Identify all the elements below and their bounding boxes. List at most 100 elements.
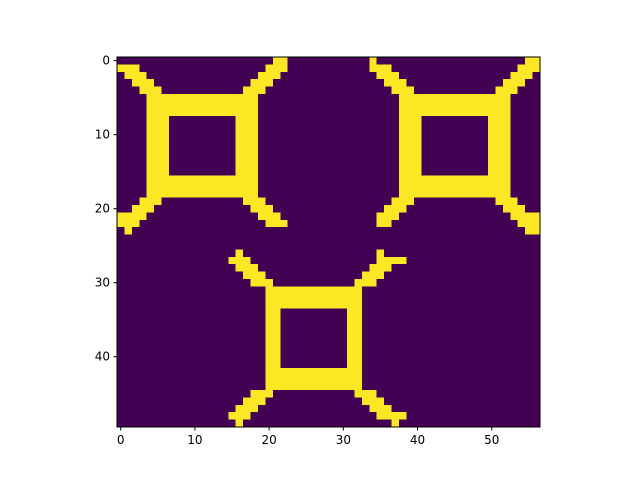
cell xyxy=(161,182,170,191)
cell xyxy=(309,419,318,428)
cell xyxy=(458,360,467,369)
cell xyxy=(131,256,140,265)
cell xyxy=(376,71,385,80)
cell xyxy=(488,271,496,280)
cell xyxy=(443,108,452,117)
cell xyxy=(502,197,511,206)
cell xyxy=(280,242,288,250)
cell xyxy=(502,227,511,235)
cell xyxy=(213,234,222,243)
cell xyxy=(206,353,214,361)
cell xyxy=(161,382,170,391)
cell xyxy=(347,367,355,376)
cell xyxy=(206,256,214,265)
cell xyxy=(399,145,407,154)
cell xyxy=(488,64,496,73)
cell xyxy=(139,404,147,413)
cell xyxy=(213,242,222,250)
cell xyxy=(146,116,155,124)
cell xyxy=(369,160,378,169)
cell xyxy=(258,390,266,398)
cell xyxy=(465,323,474,332)
cell xyxy=(480,101,489,110)
cell xyxy=(517,182,526,191)
cell xyxy=(258,145,266,154)
cell xyxy=(161,138,170,147)
cell xyxy=(117,123,125,132)
cell xyxy=(139,145,147,154)
cell xyxy=(339,382,348,391)
cell xyxy=(317,293,326,302)
cell xyxy=(198,279,207,287)
cell xyxy=(295,190,303,198)
cell xyxy=(465,279,474,287)
cell xyxy=(458,138,467,147)
cell xyxy=(339,108,348,117)
cell xyxy=(235,375,244,383)
cell xyxy=(309,101,318,110)
cell xyxy=(347,360,355,369)
cell xyxy=(295,367,303,376)
cell xyxy=(413,271,422,280)
cell xyxy=(124,375,133,383)
cell xyxy=(369,219,378,228)
cell xyxy=(206,323,214,332)
cell xyxy=(450,242,459,250)
cell xyxy=(339,301,348,309)
cell xyxy=(287,375,296,383)
cell xyxy=(228,360,237,369)
cell xyxy=(517,279,526,287)
cell xyxy=(391,345,400,354)
cell xyxy=(272,168,281,176)
cell xyxy=(465,190,474,198)
cell xyxy=(413,316,422,324)
cell xyxy=(443,227,452,235)
cell xyxy=(235,219,244,228)
cell xyxy=(450,390,459,398)
cell xyxy=(399,168,407,176)
cell xyxy=(525,397,533,406)
cell xyxy=(480,360,489,369)
cell xyxy=(450,57,459,65)
cell xyxy=(154,160,162,169)
cell xyxy=(347,64,355,73)
cell xyxy=(146,419,155,428)
cell xyxy=(168,138,177,147)
cell xyxy=(525,160,533,169)
cell xyxy=(391,234,400,243)
cell xyxy=(213,323,222,332)
cell xyxy=(421,197,429,206)
cell xyxy=(154,249,162,258)
cell xyxy=(280,345,288,354)
cell xyxy=(413,419,422,428)
cell xyxy=(428,338,437,346)
cell xyxy=(317,79,326,87)
cell xyxy=(198,175,207,184)
cell xyxy=(154,145,162,154)
cell xyxy=(450,64,459,73)
cell xyxy=(139,101,147,110)
cell xyxy=(176,382,185,391)
cell xyxy=(176,182,185,191)
cell xyxy=(465,197,474,206)
cell xyxy=(369,308,378,317)
cell xyxy=(191,286,199,295)
cell xyxy=(220,279,229,287)
cell xyxy=(317,330,326,339)
cell xyxy=(146,175,155,184)
cell xyxy=(302,234,311,243)
cell xyxy=(146,205,155,213)
cell xyxy=(443,323,452,332)
cell xyxy=(361,308,370,317)
cell xyxy=(510,316,519,324)
cell xyxy=(413,375,422,383)
cell xyxy=(488,242,496,250)
cell xyxy=(413,86,422,95)
cell xyxy=(198,182,207,191)
cell xyxy=(458,390,467,398)
cell xyxy=(228,293,237,302)
cell xyxy=(280,138,288,147)
cell xyxy=(302,330,311,339)
cell xyxy=(309,249,318,258)
cell xyxy=(220,205,229,213)
